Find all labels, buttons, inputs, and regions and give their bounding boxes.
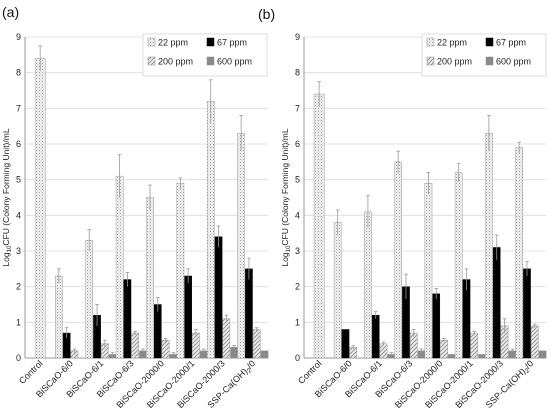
y-tick-label: 5 [16, 175, 21, 185]
legend-box [142, 33, 268, 77]
y-tick-label: 9 [16, 32, 21, 42]
bar-67-ppm-5 [462, 279, 471, 359]
legend-swatch-600-ppm [206, 56, 215, 66]
legend-label: 600 ppm [496, 57, 531, 67]
y-tick-label: 6 [295, 139, 300, 149]
bar-200-ppm-6 [222, 318, 231, 359]
bar-22-ppm-5 [176, 183, 185, 359]
panel-label: (b) [258, 6, 275, 22]
bar-200-ppm-5 [192, 332, 200, 359]
legend-swatch-22-ppm [426, 37, 435, 47]
y-tick-label: 6 [16, 139, 21, 149]
y-tick-label: 3 [295, 246, 300, 256]
legend-swatch-200-ppm [426, 56, 435, 66]
y-tick-label: 3 [16, 246, 21, 256]
bar-67-ppm-7 [245, 268, 253, 359]
x-tick-label: Control [296, 358, 324, 386]
bar-200-ppm-3 [409, 332, 418, 359]
bar-200-ppm-7 [530, 325, 539, 359]
y-tick-label: 2 [16, 282, 21, 292]
bar-22-ppm-6 [485, 133, 493, 359]
bar-67-ppm-2 [371, 315, 380, 359]
bar-22-ppm-2 [364, 211, 372, 359]
bar-200-ppm-5 [470, 332, 479, 359]
legend-label: 22 ppm [437, 38, 467, 48]
bar-200-ppm-4 [161, 339, 170, 359]
y-tick-label: 1 [16, 317, 21, 327]
bar-22-ppm-3 [394, 161, 402, 359]
y-tick-label: 9 [295, 32, 300, 42]
bar-22-ppm-1 [55, 275, 63, 359]
bar-600-ppm-7 [538, 350, 547, 359]
legend-label: 22 ppm [158, 38, 188, 48]
y-tick-label: 7 [295, 103, 300, 113]
bar-67-ppm-6 [214, 236, 223, 359]
legend-swatch-22-ppm [147, 37, 156, 47]
bar-22-ppm-5 [454, 172, 463, 359]
legend-swatch-67-ppm [485, 37, 494, 47]
bar-22-ppm-4 [424, 183, 433, 359]
legend: 22 ppm 67 ppm 200 ppm 600 ppm [421, 33, 547, 77]
bar-22-ppm-3 [115, 175, 124, 359]
bar-67-ppm-4 [153, 304, 162, 359]
y-tick-label: 4 [16, 210, 21, 220]
panel-label: (a) [2, 4, 19, 20]
legend-swatch-67-ppm [206, 37, 215, 47]
bar-22-ppm-2 [85, 240, 94, 359]
bar-22-ppm-7 [237, 133, 245, 359]
bar-200-ppm-2 [379, 343, 388, 359]
legend-label: 200 ppm [158, 57, 193, 67]
bar-22-ppm-4 [146, 197, 154, 359]
y-tick-label: 0 [16, 353, 21, 363]
panel-b: (b) 0 1 2 3 4 5 6 7 8 9 Log10CFU (Colony Forming Un… [258, 6, 547, 410]
panel-a: (a) 0 1 2 3 4 5 6 7 8 9 Log10CFU (Colony Forming Un… [1, 4, 269, 410]
bar-600-ppm-4 [448, 354, 456, 359]
y-tick-label: 5 [295, 175, 300, 185]
bar-67-ppm-7 [523, 268, 531, 359]
y-tick-label: 2 [295, 282, 300, 292]
legend-label: 200 ppm [437, 57, 472, 67]
y-tick-label: 0 [295, 353, 300, 363]
bar-22-ppm-0 [313, 93, 325, 359]
x-tick-label: Control [17, 358, 45, 386]
legend: 22 ppm 67 ppm 200 ppm 600 ppm [142, 33, 268, 77]
bar-67-ppm-5 [184, 275, 192, 359]
bar-67-ppm-3 [123, 279, 132, 359]
y-tick-label: 8 [16, 68, 21, 78]
y-tick-label: 8 [295, 68, 300, 78]
legend-box [421, 33, 547, 77]
bar-200-ppm-3 [131, 332, 140, 359]
bar-200-ppm-7 [252, 329, 261, 359]
legend-label: 600 ppm [217, 57, 252, 67]
legend-label: 67 ppm [217, 38, 247, 48]
bar-67-ppm-1 [341, 329, 350, 359]
bar-22-ppm-7 [515, 147, 523, 359]
y-tick-label: 4 [295, 210, 300, 220]
legend-swatch-200-ppm [147, 56, 156, 66]
bar-22-ppm-0 [34, 58, 46, 359]
y-axis-title: Log10CFU (Colony Forming Unit)/mL [1, 128, 13, 266]
bar-67-ppm-6 [492, 247, 501, 359]
bar-22-ppm-1 [333, 222, 342, 359]
bar-600-ppm-7 [260, 350, 269, 359]
y-tick-label: 1 [295, 317, 300, 327]
legend-swatch-600-ppm [485, 56, 494, 66]
bar-67-ppm-4 [432, 293, 441, 359]
bar-600-ppm-5 [478, 354, 486, 359]
bar-22-ppm-6 [206, 100, 215, 359]
y-axis-title: Log10CFU (Colony Forming Unit)/mL [280, 128, 292, 266]
bar-200-ppm-4 [440, 339, 448, 359]
y-tick-label: 7 [16, 103, 21, 113]
legend-label: 67 ppm [496, 38, 526, 48]
